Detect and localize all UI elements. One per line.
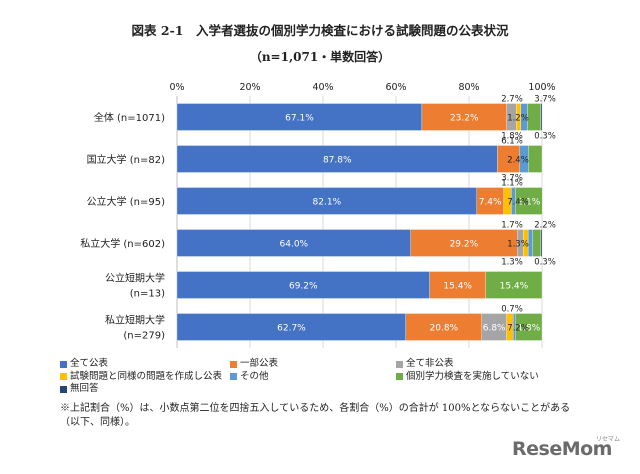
bar-segment: [515, 187, 543, 215]
data-label: 2.4%: [507, 156, 529, 166]
category-label: 公立短期大学: [105, 272, 165, 285]
bar-segment: [515, 313, 543, 341]
legend-label: 試験問題と同様の問題を作成し公表: [70, 370, 223, 382]
data-label: 29.2%: [450, 240, 479, 250]
bar-segment: [421, 103, 507, 131]
legend-label: 全て公表: [70, 358, 109, 369]
bar-segment: [527, 103, 542, 131]
data-label: 2.2%: [534, 221, 556, 231]
legend-item-all-public: 全て公表: [60, 358, 230, 371]
bar-segment: [176, 145, 498, 173]
x-tick-label: 0%: [169, 82, 184, 93]
legend-label: 個別学力検査を実施していない: [406, 370, 539, 382]
legend-item-no-exam: 個別学力検査を実施していない: [396, 371, 539, 384]
bar-segment: [176, 271, 430, 299]
data-label: 7.4%: [479, 198, 502, 208]
logo-subtext: リセマム: [596, 436, 621, 443]
data-label: 64.0%: [280, 240, 309, 250]
data-label: 6.1%: [501, 137, 523, 147]
data-label: 15.4%: [500, 282, 529, 292]
x-tick-label: 100%: [528, 82, 555, 93]
legend-swatch: [60, 385, 67, 393]
bar-segment: [176, 229, 411, 257]
data-label: 1.7%: [501, 221, 523, 231]
legend-swatch: [230, 373, 237, 381]
data-label: 6.8%: [483, 324, 506, 334]
legend-swatch: [60, 373, 67, 381]
bar-segment: [485, 271, 543, 299]
legend-label: その他: [240, 370, 269, 382]
x-tick-label: 80%: [458, 82, 479, 93]
data-label: 0.7%: [501, 305, 523, 315]
bar-segment: [429, 271, 486, 299]
data-label: 15.4%: [443, 282, 472, 292]
data-label: 1.1%: [501, 179, 523, 189]
bar-segment: [481, 313, 507, 341]
data-label: 1.8%: [517, 324, 540, 334]
logo: ReseMom: [512, 438, 612, 460]
data-label: 3.7%: [534, 95, 556, 105]
data-label: 82.1%: [313, 198, 342, 208]
data-label: 0.3%: [534, 132, 556, 142]
bar-segment: [176, 313, 407, 341]
data-label: 1.3%: [507, 240, 529, 250]
data-label: 7.2%: [507, 324, 529, 334]
legend-item-no-answer: 無回答: [60, 383, 230, 396]
legend-swatch: [230, 360, 237, 368]
data-label: 0.3%: [534, 258, 556, 268]
legend-item-partial-public: 一部公表: [230, 358, 396, 371]
bar-segment: [176, 187, 477, 215]
legend-item-other: その他: [230, 371, 396, 384]
bar-segment: [532, 229, 542, 257]
category-label: 公立大学 (n=95): [87, 195, 166, 208]
bar-segment: [476, 187, 504, 215]
category-label: 国立大学 (n=82): [87, 153, 166, 166]
data-label: 20.8%: [430, 324, 459, 334]
data-label: 1.8%: [501, 132, 523, 142]
legend-swatch: [60, 360, 67, 368]
legend-item-similar-problems: 試験問題と同様の問題を作成し公表: [60, 371, 230, 384]
category-label: 全体 (n=1071): [94, 111, 165, 124]
x-tick-label: 40%: [312, 82, 333, 93]
data-label: 2.1%: [517, 198, 540, 208]
bar-segment: [540, 103, 543, 131]
data-label: 2.7%: [501, 95, 523, 105]
x-tick-label: 60%: [385, 82, 406, 93]
footnote: ※上記割合（%）は、小数点第二位を四捨五入しているため、各割合（%）の合計が 1…: [60, 403, 571, 428]
chart-subtitle: （n=1,071・単数回答）: [249, 50, 391, 64]
bar-segment: [528, 145, 543, 173]
legend-swatch: [396, 373, 403, 381]
category-label: 私立大学 (n=602): [80, 237, 165, 250]
data-label: 69.2%: [289, 282, 318, 292]
x-tick-label: 20%: [239, 82, 260, 93]
data-label: 7.4%: [507, 198, 529, 208]
legend: 全て公表 一部公表 全て非公表 試験問題と同様の問題を作成し公表 その他 個別学…: [60, 358, 540, 396]
legend-label: 全て非公表: [406, 358, 454, 369]
chart-title: 図表 2-1 入学者選抜の個別学力検査における試験問題の公表状況: [131, 23, 509, 38]
data-label: 3.7%: [501, 174, 523, 184]
legend-label: 一部公表: [240, 358, 279, 369]
legend-label: 無回答: [70, 383, 99, 394]
category-label: 私立短期大学: [105, 314, 165, 327]
data-label: 67.1%: [285, 114, 314, 124]
category-label: (n=279): [123, 331, 165, 342]
data-label: 87.8%: [323, 156, 352, 166]
bar-segment: [410, 229, 518, 257]
data-label: 23.2%: [450, 114, 479, 124]
bar-segment: [405, 313, 482, 341]
data-label: 1.3%: [501, 258, 523, 268]
legend-item-all-private: 全て非公表: [396, 358, 454, 371]
data-label: 1.2%: [507, 114, 529, 124]
bar-segment: [176, 103, 423, 131]
category-label: (n=13): [130, 289, 165, 300]
bar-segment: [527, 229, 534, 257]
legend-swatch: [396, 360, 403, 368]
bar-segment: [540, 229, 543, 257]
data-label: 62.7%: [277, 324, 306, 334]
